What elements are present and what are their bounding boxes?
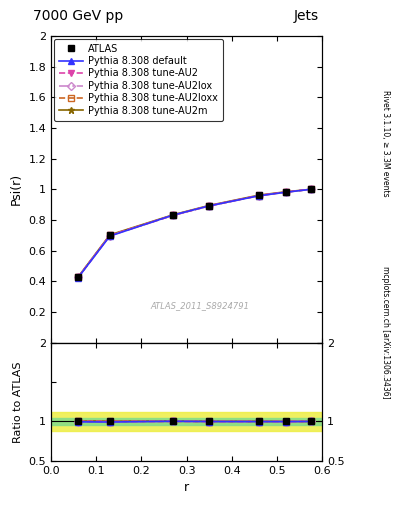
Pythia 8.308 tune-AU2lox [108,233,112,239]
Pythia 8.308 tune-AU2loxx [257,193,261,199]
Line: Pythia 8.308 default: Pythia 8.308 default [75,186,314,280]
Pythia 8.308 default [309,186,313,193]
Pythia 8.308 tune-AU2 [257,193,261,199]
Pythia 8.308 tune-AU2m [284,189,288,195]
X-axis label: r: r [184,481,189,494]
Pythia 8.308 default [171,212,175,218]
Pythia 8.308 default [108,233,112,239]
Pythia 8.308 tune-AU2loxx [108,232,112,239]
Pythia 8.308 tune-AU2lox [284,189,288,195]
Pythia 8.308 tune-AU2loxx [207,203,211,209]
Y-axis label: Ratio to ATLAS: Ratio to ATLAS [13,361,23,442]
Pythia 8.308 tune-AU2m [257,192,261,198]
Pythia 8.308 default [257,193,261,199]
Pythia 8.308 tune-AU2m [108,232,112,238]
Pythia 8.308 tune-AU2 [108,232,112,239]
Pythia 8.308 tune-AU2 [284,189,288,195]
Pythia 8.308 tune-AU2 [171,212,175,218]
Pythia 8.308 tune-AU2m [76,274,81,280]
Bar [51,412,322,431]
Text: 7000 GeV pp: 7000 GeV pp [33,9,124,23]
Pythia 8.308 default [284,189,288,195]
Pythia 8.308 tune-AU2loxx [171,212,175,218]
ATLAS [76,274,81,280]
Text: ATLAS_2011_S8924791: ATLAS_2011_S8924791 [151,302,250,310]
Pythia 8.308 tune-AU2 [207,203,211,209]
Text: mcplots.cern.ch [arXiv:1306.3436]: mcplots.cern.ch [arXiv:1306.3436] [381,266,390,399]
Pythia 8.308 tune-AU2lox [171,212,175,219]
Pythia 8.308 tune-AU2lox [257,193,261,199]
ATLAS [108,232,112,239]
ATLAS [171,212,175,219]
Line: Pythia 8.308 tune-AU2loxx: Pythia 8.308 tune-AU2loxx [75,186,314,280]
Pythia 8.308 tune-AU2loxx [309,186,313,193]
Pythia 8.308 tune-AU2 [76,274,81,280]
Line: Pythia 8.308 tune-AU2: Pythia 8.308 tune-AU2 [75,186,314,280]
Text: Rivet 3.1.10, ≥ 3.3M events: Rivet 3.1.10, ≥ 3.3M events [381,90,390,197]
Line: Pythia 8.308 tune-AU2m: Pythia 8.308 tune-AU2m [75,186,314,280]
Pythia 8.308 tune-AU2m [309,186,313,193]
Line: Pythia 8.308 tune-AU2lox: Pythia 8.308 tune-AU2lox [75,186,314,280]
ATLAS [207,203,211,209]
Bar [51,417,322,425]
Pythia 8.308 default [207,203,211,209]
Y-axis label: Psi(r): Psi(r) [10,173,23,205]
ATLAS [284,189,288,195]
Pythia 8.308 tune-AU2lox [76,274,81,281]
Pythia 8.308 tune-AU2 [309,186,313,193]
Pythia 8.308 tune-AU2loxx [76,274,81,280]
Pythia 8.308 tune-AU2lox [309,186,313,193]
Pythia 8.308 default [76,274,81,281]
ATLAS [309,186,313,193]
ATLAS [257,193,261,199]
Pythia 8.308 tune-AU2loxx [284,189,288,195]
Pythia 8.308 tune-AU2lox [207,203,211,209]
Pythia 8.308 tune-AU2m [207,202,211,208]
Line: ATLAS: ATLAS [75,186,314,281]
Text: Jets: Jets [294,9,319,23]
Pythia 8.308 tune-AU2m [171,211,175,218]
Legend: ATLAS, Pythia 8.308 default, Pythia 8.308 tune-AU2, Pythia 8.308 tune-AU2lox, Py: ATLAS, Pythia 8.308 default, Pythia 8.30… [54,39,223,121]
